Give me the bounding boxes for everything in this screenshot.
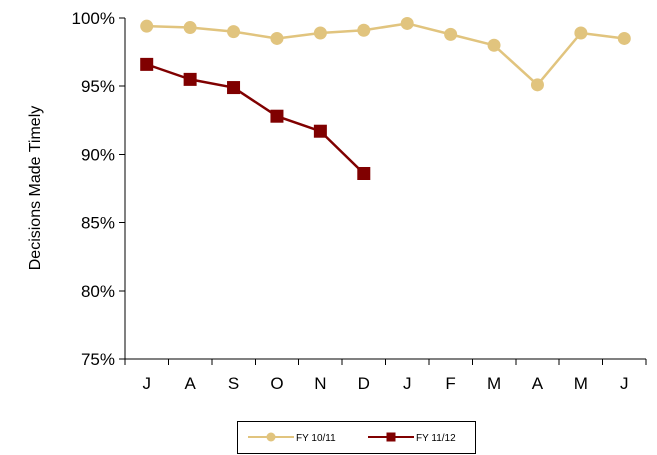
legend-label: FY 11/12 bbox=[416, 433, 456, 444]
series-layer bbox=[140, 16, 631, 180]
data-point bbox=[270, 109, 284, 123]
y-tick-label: 85% bbox=[81, 214, 115, 233]
y-tick-label: 100% bbox=[72, 9, 115, 28]
y-tick-labels: 75% 80% 85% 90% 95% 100% bbox=[72, 9, 115, 369]
legend-marker bbox=[266, 432, 276, 442]
series-2 bbox=[140, 57, 371, 180]
chart-axes bbox=[119, 17, 647, 365]
series-1 bbox=[140, 16, 631, 92]
y-tick-label: 90% bbox=[81, 145, 115, 164]
legend-marker bbox=[386, 432, 396, 442]
legend-entry: FY 11/12 bbox=[368, 432, 456, 444]
x-tick-label: J bbox=[620, 374, 629, 393]
x-tick-label: M bbox=[574, 374, 588, 393]
x-tick-label: S bbox=[228, 374, 239, 393]
x-tick-label: O bbox=[270, 374, 283, 393]
legend: FY 10/11 FY 11/12 bbox=[237, 421, 476, 454]
data-point bbox=[313, 26, 327, 40]
data-point bbox=[444, 27, 458, 41]
data-point bbox=[357, 166, 371, 180]
y-tick-label: 95% bbox=[81, 77, 115, 96]
x-tick-label: N bbox=[314, 374, 326, 393]
series-line bbox=[146, 22, 625, 87]
legend-label: FY 10/11 bbox=[296, 433, 336, 444]
y-axis-title: Decisions Made Timely bbox=[27, 106, 44, 271]
data-point bbox=[617, 31, 631, 45]
data-point bbox=[183, 21, 197, 35]
x-tick-label: J bbox=[142, 374, 151, 393]
data-point bbox=[530, 78, 544, 92]
x-tick-label: A bbox=[532, 374, 544, 393]
data-point bbox=[487, 38, 501, 52]
data-point bbox=[227, 81, 241, 95]
legend-entry: FY 10/11 bbox=[248, 432, 336, 444]
data-point bbox=[140, 57, 154, 71]
y-tick-label: 80% bbox=[81, 282, 115, 301]
data-point bbox=[270, 31, 284, 45]
data-point bbox=[227, 25, 241, 39]
y-tick-label: 75% bbox=[81, 350, 115, 369]
data-point bbox=[357, 23, 371, 37]
data-point bbox=[183, 72, 197, 86]
data-point bbox=[140, 19, 154, 33]
x-tick-label: A bbox=[184, 374, 196, 393]
series-line bbox=[146, 63, 365, 175]
x-tick-label: J bbox=[403, 374, 412, 393]
x-tick-label: F bbox=[445, 374, 455, 393]
x-tick-label: M bbox=[487, 374, 501, 393]
data-point bbox=[400, 16, 414, 30]
data-point bbox=[313, 124, 327, 138]
x-tick-label: D bbox=[358, 374, 370, 393]
data-point bbox=[574, 26, 588, 40]
